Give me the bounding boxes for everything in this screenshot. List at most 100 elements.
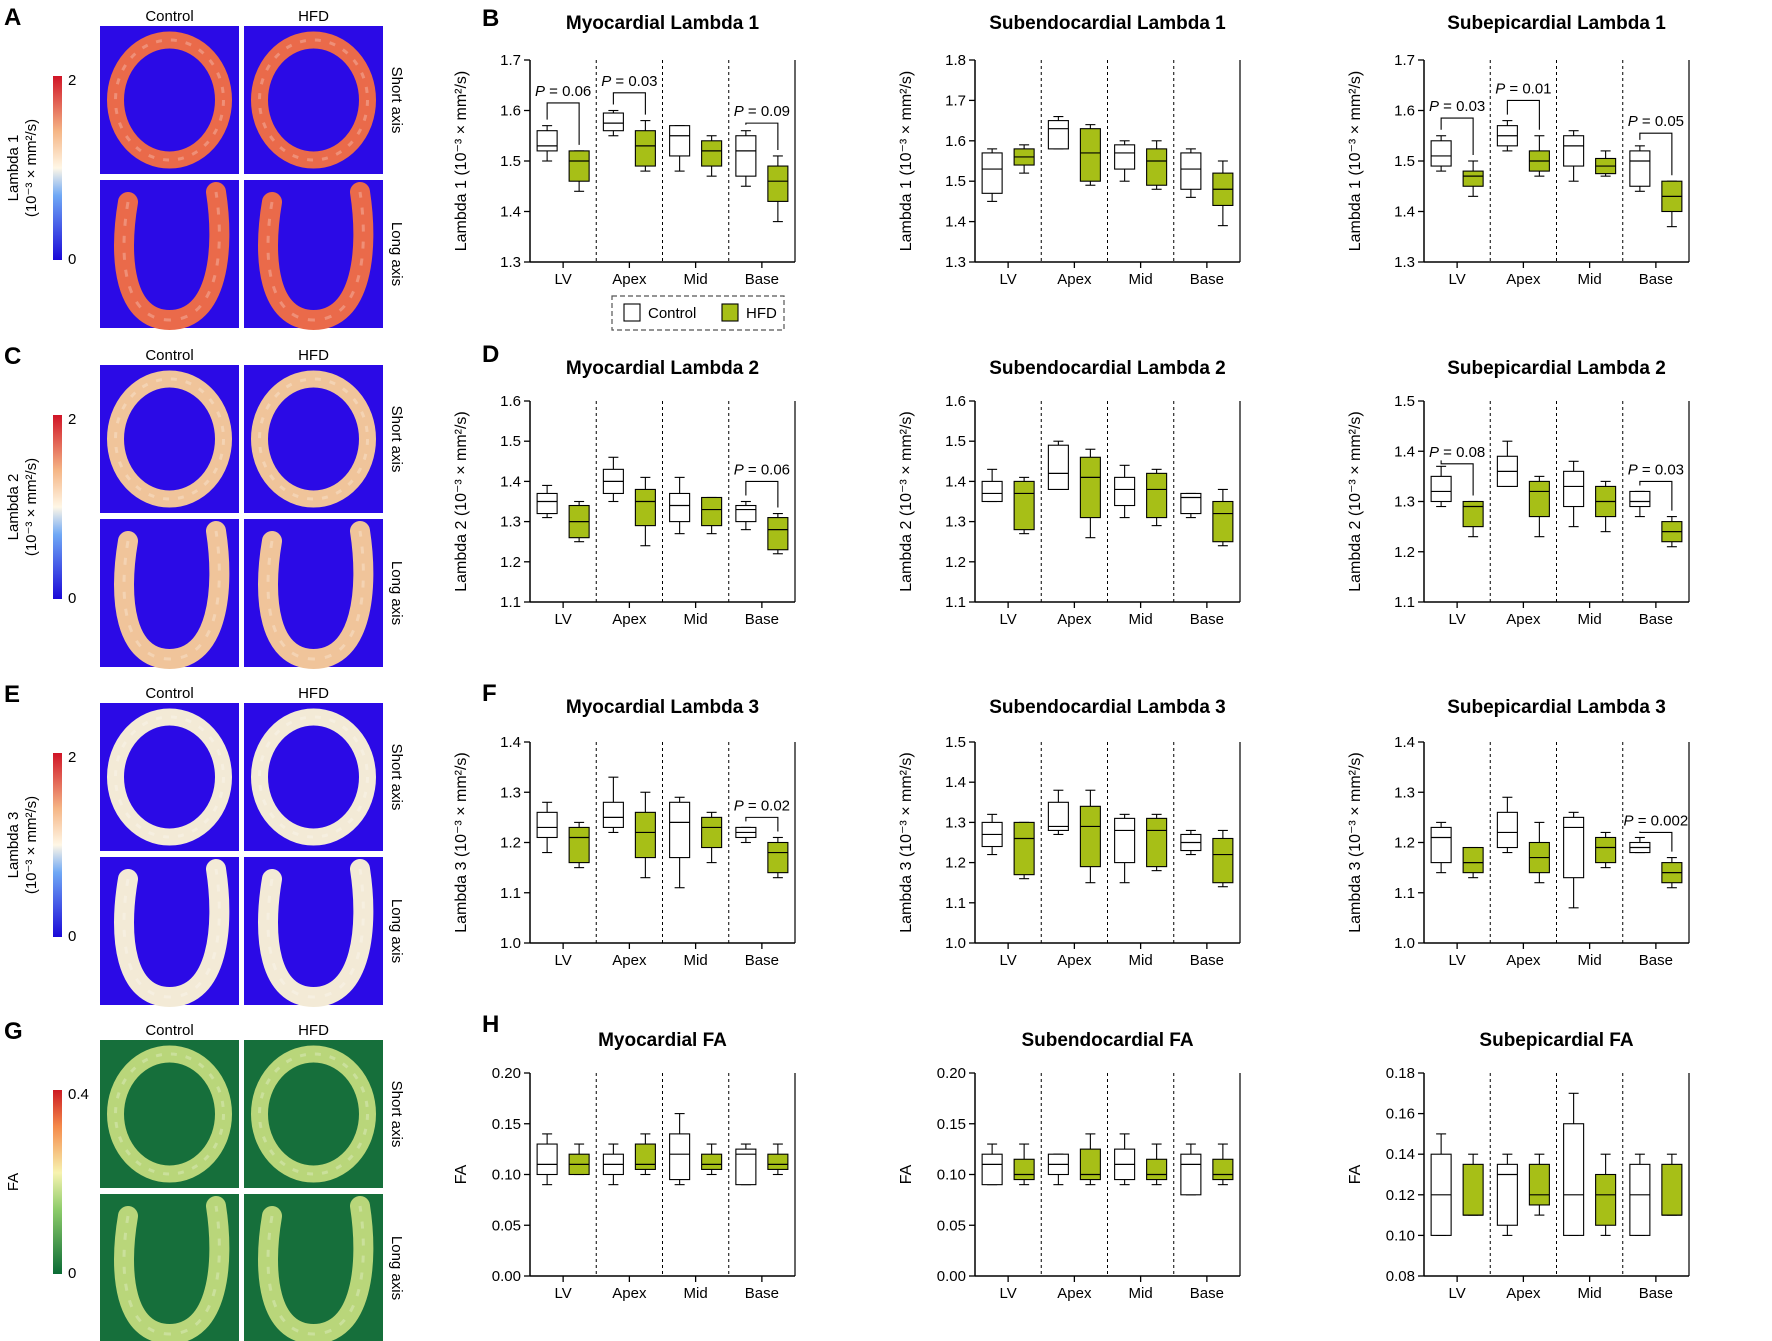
y-tick-label: 1.2 <box>500 835 521 852</box>
box-control-mid <box>1114 464 1136 519</box>
x-tick-label: Mid <box>684 1285 708 1302</box>
y-tick-label: 1.4 <box>945 473 966 490</box>
panel-letter-B: B <box>482 5 499 32</box>
chart-title: Myocardial Lambda 1 <box>566 13 760 34</box>
box-hfd-apex <box>1079 789 1101 884</box>
box-control-mid <box>669 796 691 889</box>
box-hfd-base <box>1661 516 1683 548</box>
panel-letter-H: H <box>482 1011 499 1038</box>
panel-letter-F: F <box>482 680 497 707</box>
box-control-apex <box>1496 796 1518 854</box>
long-axis-label: Long axis <box>388 561 405 625</box>
p-value-bracket: P = 0.03 <box>1628 461 1684 511</box>
box-hfd-apex <box>1079 1133 1101 1186</box>
long-axis-image-control <box>100 1194 239 1341</box>
y-tick-label: 0.20 <box>492 1065 521 1082</box>
box-control-lv <box>1430 821 1452 874</box>
y-tick-label: 1.1 <box>1394 885 1415 902</box>
p-value-bracket: P = 0.01 <box>1495 80 1552 130</box>
x-tick-label: Apex <box>1057 1285 1092 1302</box>
box-control-lv <box>1430 1133 1452 1236</box>
x-tick-label: Base <box>1190 271 1224 288</box>
x-tick-label: Apex <box>612 1285 647 1302</box>
y-tick-label: 0.16 <box>1386 1106 1415 1123</box>
chart-title: Subendocardial Lambda 1 <box>989 13 1226 34</box>
box-hfd-lv <box>1013 821 1035 880</box>
x-tick-label: Mid <box>1578 1285 1602 1302</box>
box-hfd-base <box>1661 1153 1683 1216</box>
p-value-label: P = 0.03 <box>1628 461 1684 478</box>
y-axis-label: Lambda 2 (10⁻³ × mm²/s) <box>1347 411 1364 592</box>
chart-0-1: Subendocardial Lambda 1 1.3 1.4 1.5 1.6 1.7 1.… <box>898 13 1241 288</box>
box-control-mid <box>1563 1092 1585 1236</box>
y-tick-label: 0.18 <box>1386 1065 1415 1082</box>
y-tick-label: 1.1 <box>945 895 966 912</box>
box-control-lv <box>536 125 558 162</box>
y-tick-label: 1.1 <box>945 594 966 611</box>
p-value-label: P = 0.03 <box>1429 98 1485 115</box>
p-value-label: P = 0.05 <box>1628 113 1684 130</box>
long-axis-label: Long axis <box>388 222 405 286</box>
box-hfd-lv <box>568 150 590 192</box>
y-tick-label: 1.5 <box>945 433 966 450</box>
colorbar-label: Lambda 3 <box>5 812 22 879</box>
p-value-label: P = 0.06 <box>535 83 591 100</box>
chart-title: Subendocardial Lambda 3 <box>989 697 1226 718</box>
short-axis-label: Short axis <box>388 744 405 811</box>
box-hfd-mid <box>701 1143 723 1176</box>
chart-title: Myocardial Lambda 2 <box>566 358 759 379</box>
legend-swatch-control <box>623 303 641 322</box>
box-hfd-base <box>1212 829 1234 888</box>
x-tick-label: LV <box>1000 952 1017 969</box>
x-tick-label: LV <box>555 611 572 628</box>
long-axis-label: Long axis <box>388 1236 405 1300</box>
colorbar-label: Lambda 2 <box>5 474 22 541</box>
long-axis-image-control <box>100 180 239 331</box>
x-tick-label: Base <box>1639 611 1673 628</box>
x-tick-label: Mid <box>1129 271 1153 288</box>
y-tick-label: 1.8 <box>945 52 966 69</box>
box-control-lv <box>536 801 558 854</box>
x-tick-label: LV <box>1000 1285 1017 1302</box>
y-tick-label: 1.4 <box>1394 443 1415 460</box>
y-tick-label: 1.1 <box>500 885 521 902</box>
box-hfd-mid <box>701 811 723 864</box>
chart-title: Subepicardial Lambda 2 <box>1447 358 1666 379</box>
y-axis-label: FA <box>453 1164 470 1184</box>
short-axis-image-control <box>100 1040 239 1188</box>
long-axis-label: Long axis <box>388 899 405 963</box>
x-tick-label: Apex <box>612 611 647 628</box>
box-hfd-mid <box>701 496 723 535</box>
y-axis-label: Lambda 3 (10⁻³ × mm²/s) <box>1347 752 1364 933</box>
box-hfd-apex <box>1528 1153 1550 1216</box>
y-tick-label: 0.05 <box>937 1217 966 1234</box>
p-value-label: P = 0.01 <box>1495 80 1551 97</box>
box-hfd-lv <box>568 821 590 869</box>
y-tick-label: 1.7 <box>500 52 521 69</box>
y-tick-label: 1.5 <box>945 173 966 190</box>
short-axis-image-hfd <box>244 26 383 174</box>
y-tick-label: 1.3 <box>1394 254 1415 271</box>
y-tick-label: 1.6 <box>500 393 521 410</box>
x-tick-label: LV <box>1000 271 1017 288</box>
chart-title: Subepicardial Lambda 1 <box>1447 13 1666 34</box>
y-tick-label: 0.05 <box>492 1217 521 1234</box>
y-tick-label: 1.3 <box>945 814 966 831</box>
y-tick-label: 1.3 <box>500 784 521 801</box>
y-tick-label: 0.08 <box>1386 1268 1415 1285</box>
box-control-lv <box>981 813 1003 856</box>
box-hfd-mid <box>701 135 723 177</box>
box-hfd-apex <box>634 1133 656 1176</box>
panel-letter: E <box>4 681 20 708</box>
x-tick-label: Mid <box>1129 611 1153 628</box>
box-control-mid <box>1563 811 1585 909</box>
x-tick-label: LV <box>1449 1285 1466 1302</box>
p-value-label: P = 0.002 <box>1624 812 1689 829</box>
panel-letter: C <box>4 343 21 370</box>
box-control-base <box>1629 836 1651 854</box>
box-hfd-apex <box>634 791 656 879</box>
box-control-base <box>1180 492 1202 519</box>
box-hfd-apex <box>1079 448 1101 539</box>
x-tick-label: Base <box>1639 271 1673 288</box>
